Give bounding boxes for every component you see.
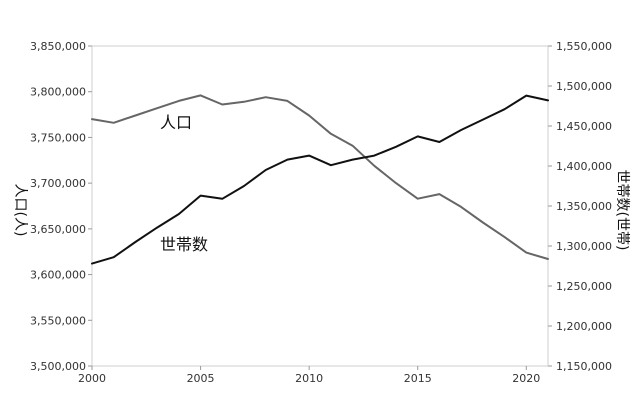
right-tick-label: 1,200,000	[556, 320, 612, 333]
series-lines	[91, 94, 549, 265]
left-tick-label: 3,500,000	[30, 360, 86, 373]
right-tick-label: 1,150,000	[556, 360, 612, 373]
right-axis-title: 世帯数(世帯)	[614, 170, 630, 251]
series-label-population: 人口	[160, 113, 192, 132]
left-tick-label: 3,850,000	[30, 40, 86, 53]
x-tick-label: 2005	[187, 372, 215, 385]
plot-frame	[91, 45, 549, 367]
x-tick-label: 2010	[295, 372, 323, 385]
left-tick-label: 3,550,000	[30, 314, 86, 327]
left-tick-label: 3,700,000	[30, 177, 86, 190]
series-label-households: 世帯数	[160, 235, 208, 254]
right-tick-label: 1,400,000	[556, 160, 612, 173]
right-tick-label: 1,350,000	[556, 200, 612, 213]
right-tick-label: 1,250,000	[556, 280, 612, 293]
left-axis-ticks: 3,500,000 3,550,000 3,600,000 3,650,000 3,70…	[30, 40, 92, 373]
series-line-households	[91, 94, 549, 265]
x-axis-ticks: 2000 2005 2010 2015 2020	[78, 366, 540, 385]
plot-border	[91, 45, 549, 367]
right-tick-label: 1,550,000	[556, 40, 612, 53]
right-tick-label: 1,450,000	[556, 120, 612, 133]
right-axis-ticks: 1,150,000 1,200,000 1,250,000 1,300,000 1,35…	[548, 40, 612, 373]
left-tick-label: 3,650,000	[30, 223, 86, 236]
left-tick-label: 3,750,000	[30, 131, 86, 144]
left-tick-label: 3,800,000	[30, 86, 86, 99]
x-tick-label: 2000	[78, 372, 106, 385]
right-tick-label: 1,300,000	[556, 240, 612, 253]
series-line-population	[91, 94, 549, 260]
left-tick-label: 3,600,000	[30, 269, 86, 282]
x-tick-label: 2015	[404, 372, 432, 385]
x-tick-label: 2020	[512, 372, 540, 385]
left-axis-title: 人口(人)	[12, 184, 28, 237]
right-tick-label: 1,500,000	[556, 80, 612, 93]
